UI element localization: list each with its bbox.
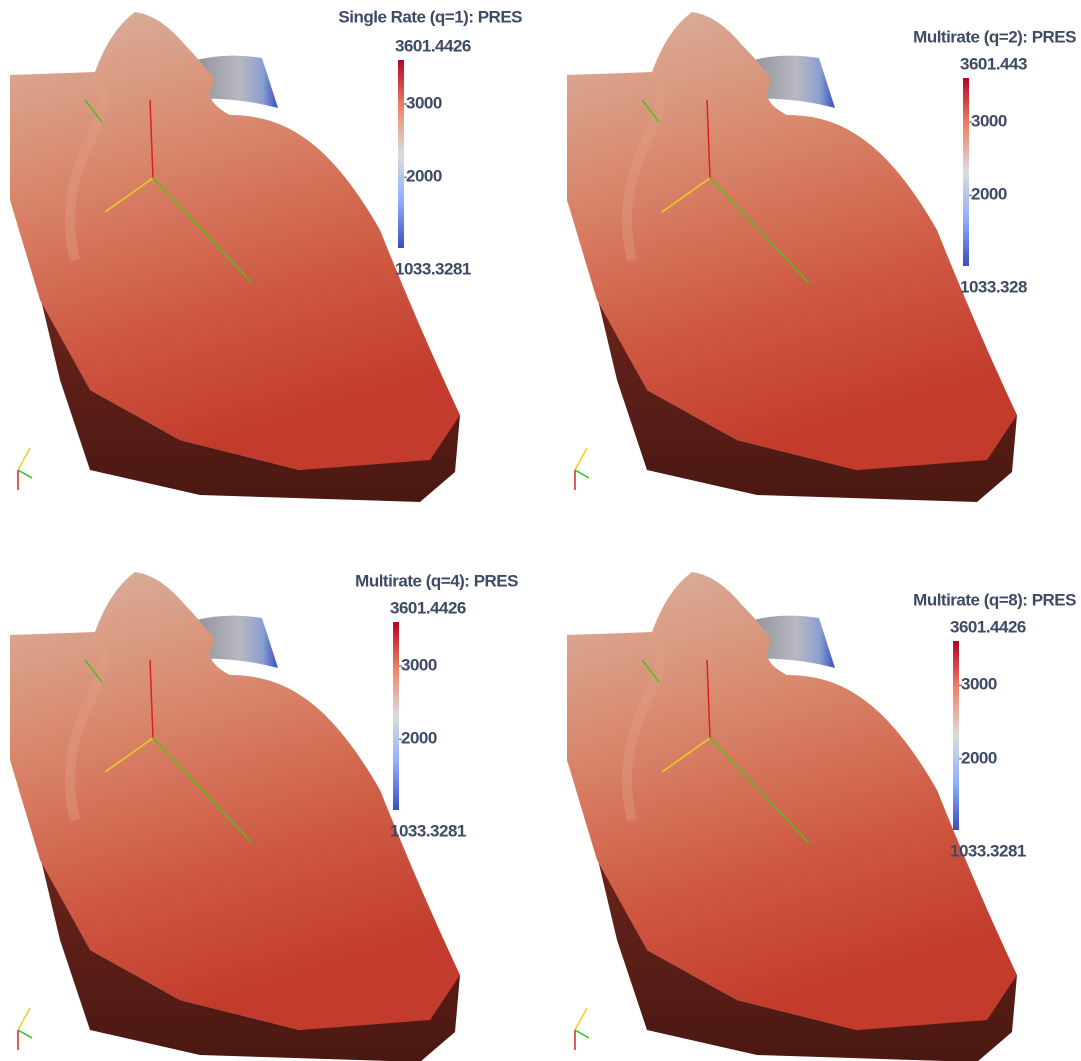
- colorbar-min-label: 1033.328: [960, 277, 1027, 296]
- colorbar-min-label: 1033.3281: [395, 259, 471, 278]
- colorbar-tick-label: 3000: [961, 675, 997, 694]
- colorbar-max-label: 3601.443: [960, 54, 1027, 73]
- reservoir-render: [10, 572, 460, 1061]
- colorbar-tick-label: 2000: [971, 185, 1007, 204]
- colorbar-tick-label: 3000: [971, 112, 1007, 131]
- color-bar: [393, 622, 399, 810]
- render-view: Single Rate (q=1): PRES 3601.4426 1033.328…: [0, 0, 1081, 1061]
- colorbar-tick-label: 3000: [406, 94, 442, 113]
- panel-title: Single Rate (q=1): PRES: [338, 7, 522, 26]
- colorbar-max-label: 3601.4426: [950, 617, 1026, 636]
- color-bar: [398, 60, 404, 248]
- color-bar: [963, 78, 969, 266]
- panel-title: Multirate (q=4): PRES: [355, 571, 518, 590]
- colorbar-max-label: 3601.4426: [395, 36, 471, 55]
- colorbar-min-label: 1033.3281: [950, 841, 1026, 860]
- colorbar-tick-label: 2000: [406, 167, 442, 186]
- reservoir-render: [567, 12, 1017, 502]
- reservoir-render: [10, 12, 460, 502]
- colorbar-min-label: 1033.3281: [390, 821, 466, 840]
- reservoir-render: [567, 572, 1017, 1061]
- color-bar: [953, 641, 959, 830]
- colorbar-tick-label: 2000: [401, 729, 437, 748]
- panel-title: Multirate (q=8): PRES: [913, 590, 1076, 609]
- panel-title: Multirate (q=2): PRES: [913, 27, 1076, 46]
- colorbar-tick-label: 3000: [401, 656, 437, 675]
- colorbar-max-label: 3601.4426: [390, 598, 466, 617]
- colorbar-tick-label: 2000: [961, 748, 997, 767]
